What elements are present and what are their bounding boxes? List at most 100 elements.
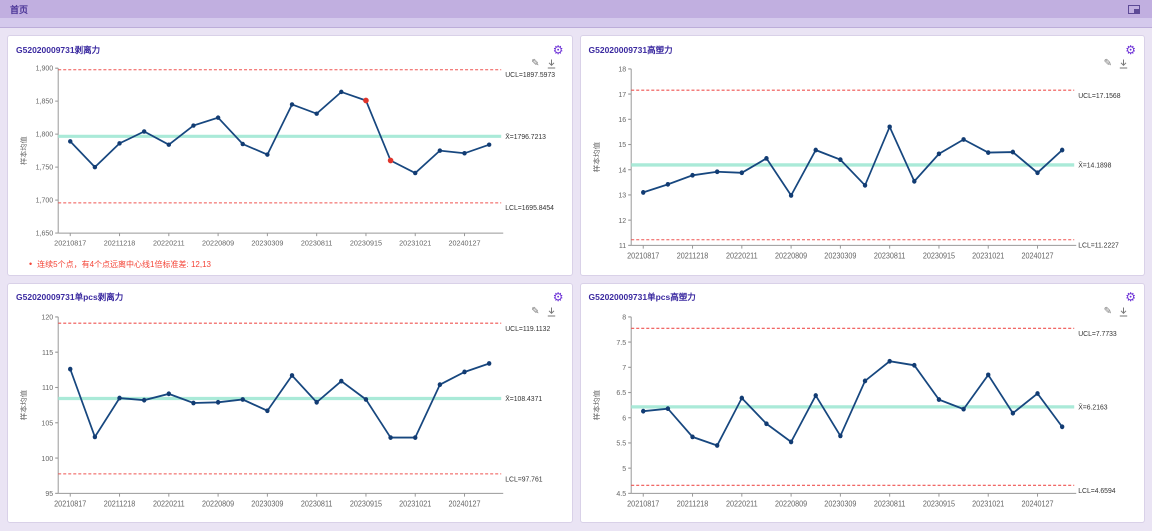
svg-text:20211218: 20211218 — [104, 499, 136, 508]
settings-gear-icon[interactable]: ⚙ — [1125, 290, 1136, 304]
svg-text:14: 14 — [618, 165, 626, 174]
svg-text:20220809: 20220809 — [775, 251, 807, 260]
svg-text:20230309: 20230309 — [251, 499, 283, 508]
rule-violation-annotation: • 连续5个点，有4个点远离中心线1倍标准差: 12,13 — [16, 258, 564, 272]
svg-text:20220211: 20220211 — [153, 238, 185, 247]
svg-text:20230309: 20230309 — [824, 251, 856, 260]
svg-text:20211218: 20211218 — [676, 251, 708, 260]
svg-text:7.5: 7.5 — [616, 337, 626, 346]
svg-text:UCL=7.7733: UCL=7.7733 — [1078, 329, 1117, 337]
svg-text:4.5: 4.5 — [616, 488, 626, 497]
svg-text:20220211: 20220211 — [726, 499, 758, 508]
svg-text:5.5: 5.5 — [616, 438, 626, 447]
svg-text:20230915: 20230915 — [350, 499, 382, 508]
svg-text:1,850: 1,850 — [36, 99, 54, 106]
annotation-bullet: • — [29, 259, 33, 269]
svg-text:20230309: 20230309 — [824, 499, 856, 508]
edit-pencil-icon[interactable]: ✎ — [531, 305, 540, 317]
svg-text:20220809: 20220809 — [202, 499, 234, 508]
svg-text:20231021: 20231021 — [399, 499, 431, 508]
svg-text:20240127: 20240127 — [1021, 499, 1053, 508]
chart-panel-tack-force: G52020009731高塑力 ⚙ ✎ 11 12 13 14 15 16 17 18 2021… — [579, 35, 1145, 276]
svg-text:7: 7 — [622, 362, 626, 371]
control-chart: 11 12 13 14 15 16 17 18 20210817 20211218 20220211… — [592, 64, 1120, 260]
svg-text:20210817: 20210817 — [627, 499, 659, 508]
svg-text:6.5: 6.5 — [616, 387, 626, 396]
edit-pencil-icon[interactable]: ✎ — [1103, 58, 1112, 69]
svg-text:12: 12 — [618, 216, 626, 225]
control-chart: 4.5 5 5.5 6 6.5 7 7.5 8 20210817 20211218 20220211… — [592, 312, 1117, 508]
sub-header-strip — [0, 18, 1152, 28]
settings-gear-icon[interactable]: ⚙ — [1125, 42, 1136, 57]
svg-text:20210817: 20210817 — [54, 238, 86, 247]
download-icon[interactable] — [547, 307, 556, 317]
svg-text:X̄=108.4371: X̄=108.4371 — [505, 394, 542, 402]
chart-panel-unit-tack-force: G52020009731单pcs高塑力 ⚙ ✎ 4.5 5 5.5 6 6.5 7 7.5 8… — [579, 282, 1145, 523]
svg-text:样本均值: 样本均值 — [592, 141, 601, 172]
svg-text:5: 5 — [622, 463, 626, 472]
svg-text:样本均值: 样本均值 — [19, 136, 28, 164]
svg-text:100: 100 — [41, 453, 53, 462]
svg-text:20240127: 20240127 — [448, 499, 480, 508]
svg-text:20230309: 20230309 — [251, 238, 283, 247]
panel-title: G52020009731单pcs高塑力 — [588, 292, 696, 302]
svg-text:20230811: 20230811 — [873, 251, 905, 260]
control-chart: 1,650 1,700 1,750 1,800 1,850 1,900 20210817 20… — [19, 66, 555, 248]
svg-text:LCL=11.2227: LCL=11.2227 — [1078, 241, 1119, 249]
svg-text:20230811: 20230811 — [873, 499, 905, 508]
svg-text:6: 6 — [622, 413, 626, 422]
svg-text:20230915: 20230915 — [922, 251, 954, 260]
svg-text:UCL=119.1132: UCL=119.1132 — [505, 324, 550, 332]
edit-pencil-icon[interactable]: ✎ — [531, 58, 540, 69]
svg-text:15: 15 — [618, 140, 626, 149]
svg-text:13: 13 — [618, 190, 626, 199]
svg-text:LCL=97.761: LCL=97.761 — [505, 475, 542, 483]
svg-text:20211218: 20211218 — [104, 238, 136, 247]
svg-text:20210817: 20210817 — [627, 251, 659, 260]
download-icon[interactable] — [547, 59, 556, 69]
svg-text:UCL=1897.5973: UCL=1897.5973 — [505, 72, 555, 79]
chart-panel-peel-force: G52020009731剥离力 ⚙ ✎ 1,650 1,700 1,750 1,800… — [7, 35, 573, 276]
svg-text:20231021: 20231021 — [972, 499, 1004, 508]
download-icon[interactable] — [1119, 307, 1128, 317]
svg-text:11: 11 — [618, 241, 625, 250]
svg-text:样本均值: 样本均值 — [19, 389, 28, 420]
edit-pencil-icon[interactable]: ✎ — [1103, 305, 1112, 317]
svg-text:16: 16 — [618, 115, 626, 124]
svg-text:20220211: 20220211 — [153, 499, 185, 508]
svg-text:17: 17 — [618, 90, 626, 99]
svg-text:20210817: 20210817 — [54, 499, 86, 508]
download-icon[interactable] — [1119, 59, 1128, 69]
svg-text:LCL=1695.8454: LCL=1695.8454 — [505, 205, 554, 212]
svg-text:110: 110 — [42, 382, 53, 391]
svg-text:X̄=6.2163: X̄=6.2163 — [1078, 403, 1107, 411]
control-chart: 95 100 105 110 115 120 20210817 20211218 2022021… — [19, 312, 550, 508]
svg-text:20230811: 20230811 — [301, 499, 333, 508]
svg-text:1,700: 1,700 — [36, 198, 54, 205]
svg-text:1,800: 1,800 — [36, 132, 54, 139]
resize-icon[interactable] — [1128, 4, 1140, 14]
svg-text:20240127: 20240127 — [448, 238, 480, 247]
svg-text:LCL=4.6594: LCL=4.6594 — [1078, 486, 1115, 494]
svg-text:20220211: 20220211 — [726, 251, 758, 260]
svg-text:20240127: 20240127 — [1021, 251, 1053, 260]
svg-text:20230915: 20230915 — [350, 238, 382, 247]
top-header-bar: 首页 — [0, 0, 1152, 18]
svg-text:20211218: 20211218 — [676, 499, 708, 508]
annotation-text: 连续5个点，有4个点远离中心线1倍标准差: 12,13 — [37, 260, 211, 269]
svg-text:X̄=1796.7213: X̄=1796.7213 — [505, 133, 546, 141]
settings-gear-icon[interactable]: ⚙ — [552, 42, 564, 57]
svg-text:1,900: 1,900 — [36, 66, 54, 73]
svg-text:X̄=14.1898: X̄=14.1898 — [1078, 161, 1111, 169]
svg-text:20231021: 20231021 — [972, 251, 1004, 260]
svg-text:8: 8 — [622, 312, 626, 321]
tab-home[interactable]: 首页 — [10, 4, 29, 15]
svg-text:115: 115 — [42, 347, 53, 356]
svg-text:样本均值: 样本均值 — [592, 389, 601, 420]
svg-text:18: 18 — [618, 64, 626, 73]
svg-text:1,750: 1,750 — [36, 165, 54, 172]
settings-gear-icon[interactable]: ⚙ — [552, 290, 564, 304]
panel-title: G52020009731剥离力 — [16, 44, 101, 55]
svg-text:20231021: 20231021 — [399, 238, 431, 247]
svg-text:20230915: 20230915 — [922, 499, 954, 508]
